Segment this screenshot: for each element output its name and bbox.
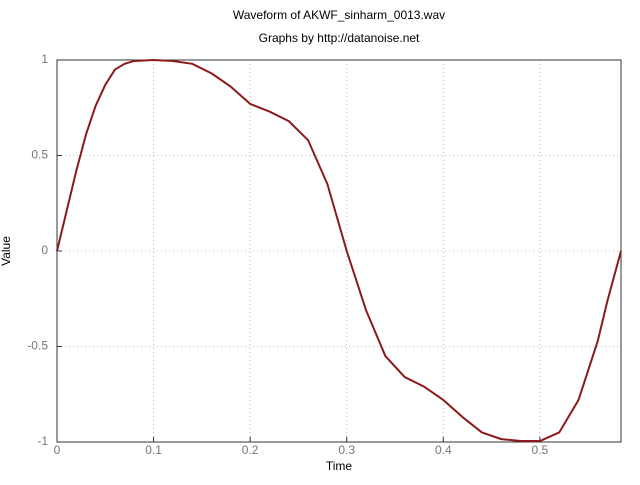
chart-subtitle: Graphs by http://datanoise.net xyxy=(259,31,420,45)
y-tick-label: -1 xyxy=(37,434,48,448)
y-tick-label: 0 xyxy=(41,243,48,257)
x-axis-label: Time xyxy=(326,459,353,473)
x-tick-label: 0.4 xyxy=(435,443,452,457)
x-tick-label: 0.2 xyxy=(242,443,259,457)
y-tick-label: -0.5 xyxy=(27,339,48,353)
chart-title: Waveform of AKWF_sinharm_0013.wav xyxy=(233,8,445,22)
y-tick-label: 0.5 xyxy=(31,148,48,162)
line-series xyxy=(56,59,622,443)
y-tick-label: 1 xyxy=(41,52,48,66)
x-tick-label: 0.3 xyxy=(338,443,355,457)
y-axis-label: Value xyxy=(0,236,13,266)
x-tick-label: 0 xyxy=(54,443,61,457)
x-tick-label: 0.1 xyxy=(145,443,162,457)
x-tick-label: 0.5 xyxy=(532,443,549,457)
